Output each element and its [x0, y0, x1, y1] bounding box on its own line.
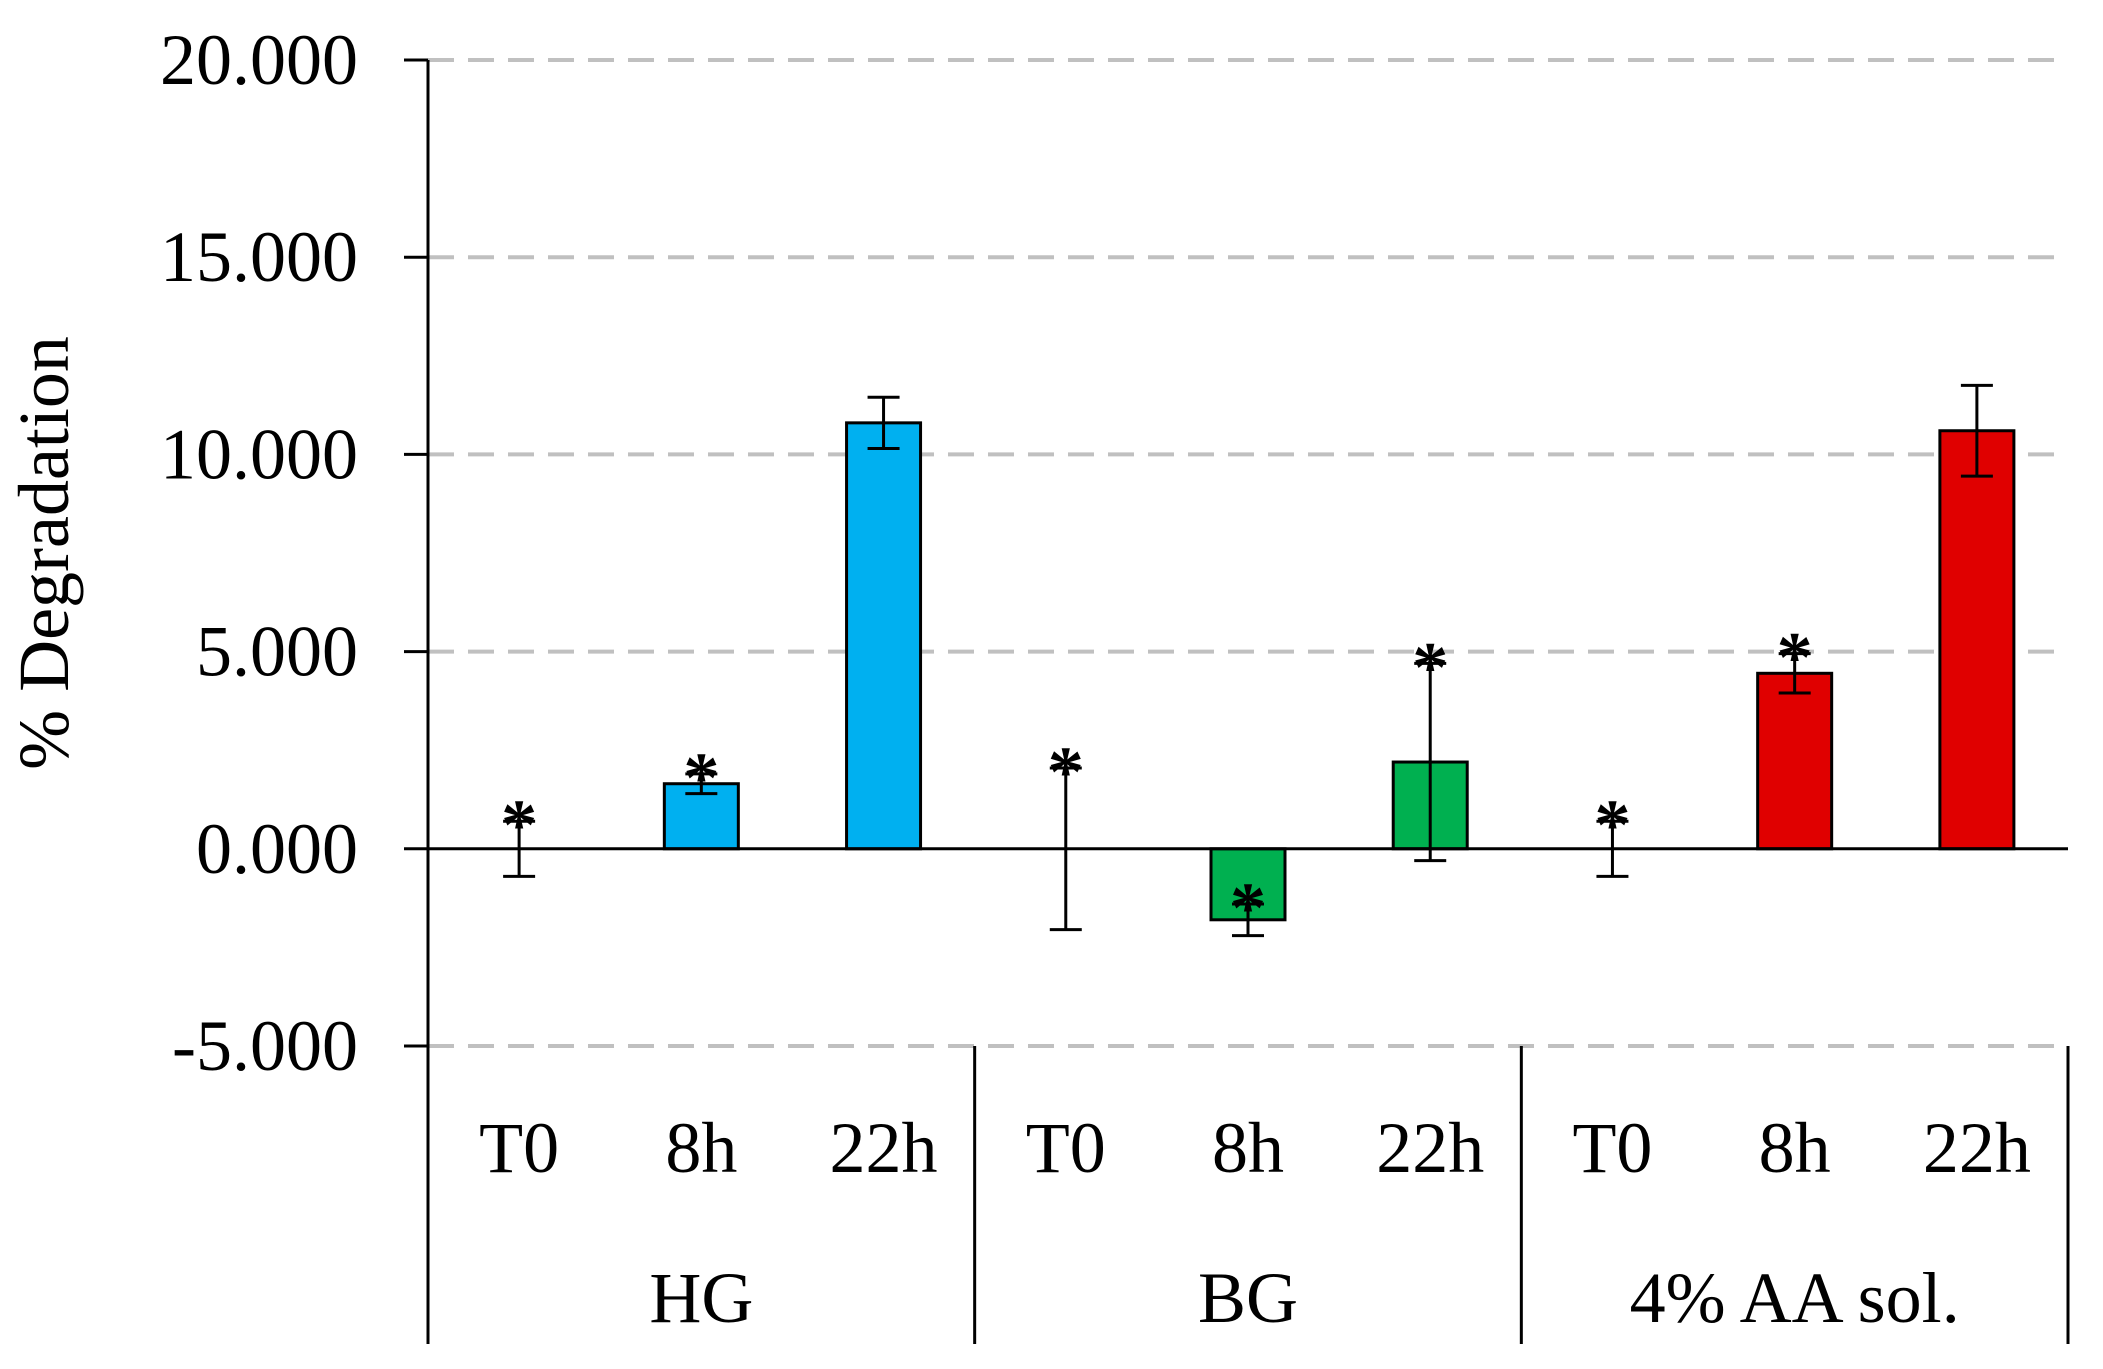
x-category-label: 22h	[1376, 1108, 1484, 1188]
y-tick-label: 10.000	[160, 414, 358, 494]
bars	[662, 421, 2016, 922]
x-category-label: 22h	[830, 1108, 938, 1188]
gridlines	[428, 58, 2068, 1048]
x-category-label: 22h	[1923, 1108, 2031, 1188]
significance-star: *	[683, 738, 719, 818]
x-axis-categories: T0 8h 22h T0 8h 22h T0 8h 22h HG BG 4% AA sol.	[479, 1046, 2070, 1344]
y-axis-title: % Degradation	[4, 336, 84, 770]
y-tick-label: 20.000	[160, 20, 358, 100]
x-group-label: HG	[649, 1258, 753, 1338]
y-tick-label: 15.000	[160, 217, 358, 297]
x-category-label: 8h	[665, 1108, 737, 1188]
x-category-label: 8h	[1212, 1108, 1284, 1188]
bar	[1756, 671, 1834, 851]
x-category-label: 8h	[1759, 1108, 1831, 1188]
y-tick-label: 5.000	[196, 612, 358, 692]
x-group-label: 4% AA sol.	[1630, 1258, 1960, 1338]
y-tick-label: -5.000	[172, 1006, 358, 1086]
x-category-label: T0	[479, 1108, 559, 1188]
significance-star: *	[1594, 785, 1630, 865]
axes	[426, 60, 2068, 1344]
significance-markers: * * * * * * *	[501, 618, 1813, 948]
significance-star: *	[1777, 618, 1813, 698]
y-axis-ticks: -5.000 0.000 5.000 10.000 15.000 20.000	[160, 20, 428, 1086]
x-group-label: BG	[1198, 1258, 1298, 1338]
significance-star: *	[1412, 627, 1448, 707]
significance-star: *	[1048, 732, 1084, 812]
x-category-label: T0	[1026, 1108, 1106, 1188]
significance-star: *	[501, 785, 537, 865]
bar	[845, 421, 923, 851]
significance-star: *	[1230, 868, 1266, 948]
x-category-label: T0	[1572, 1108, 1652, 1188]
bar	[1938, 429, 2016, 851]
y-tick-label: 0.000	[196, 809, 358, 889]
